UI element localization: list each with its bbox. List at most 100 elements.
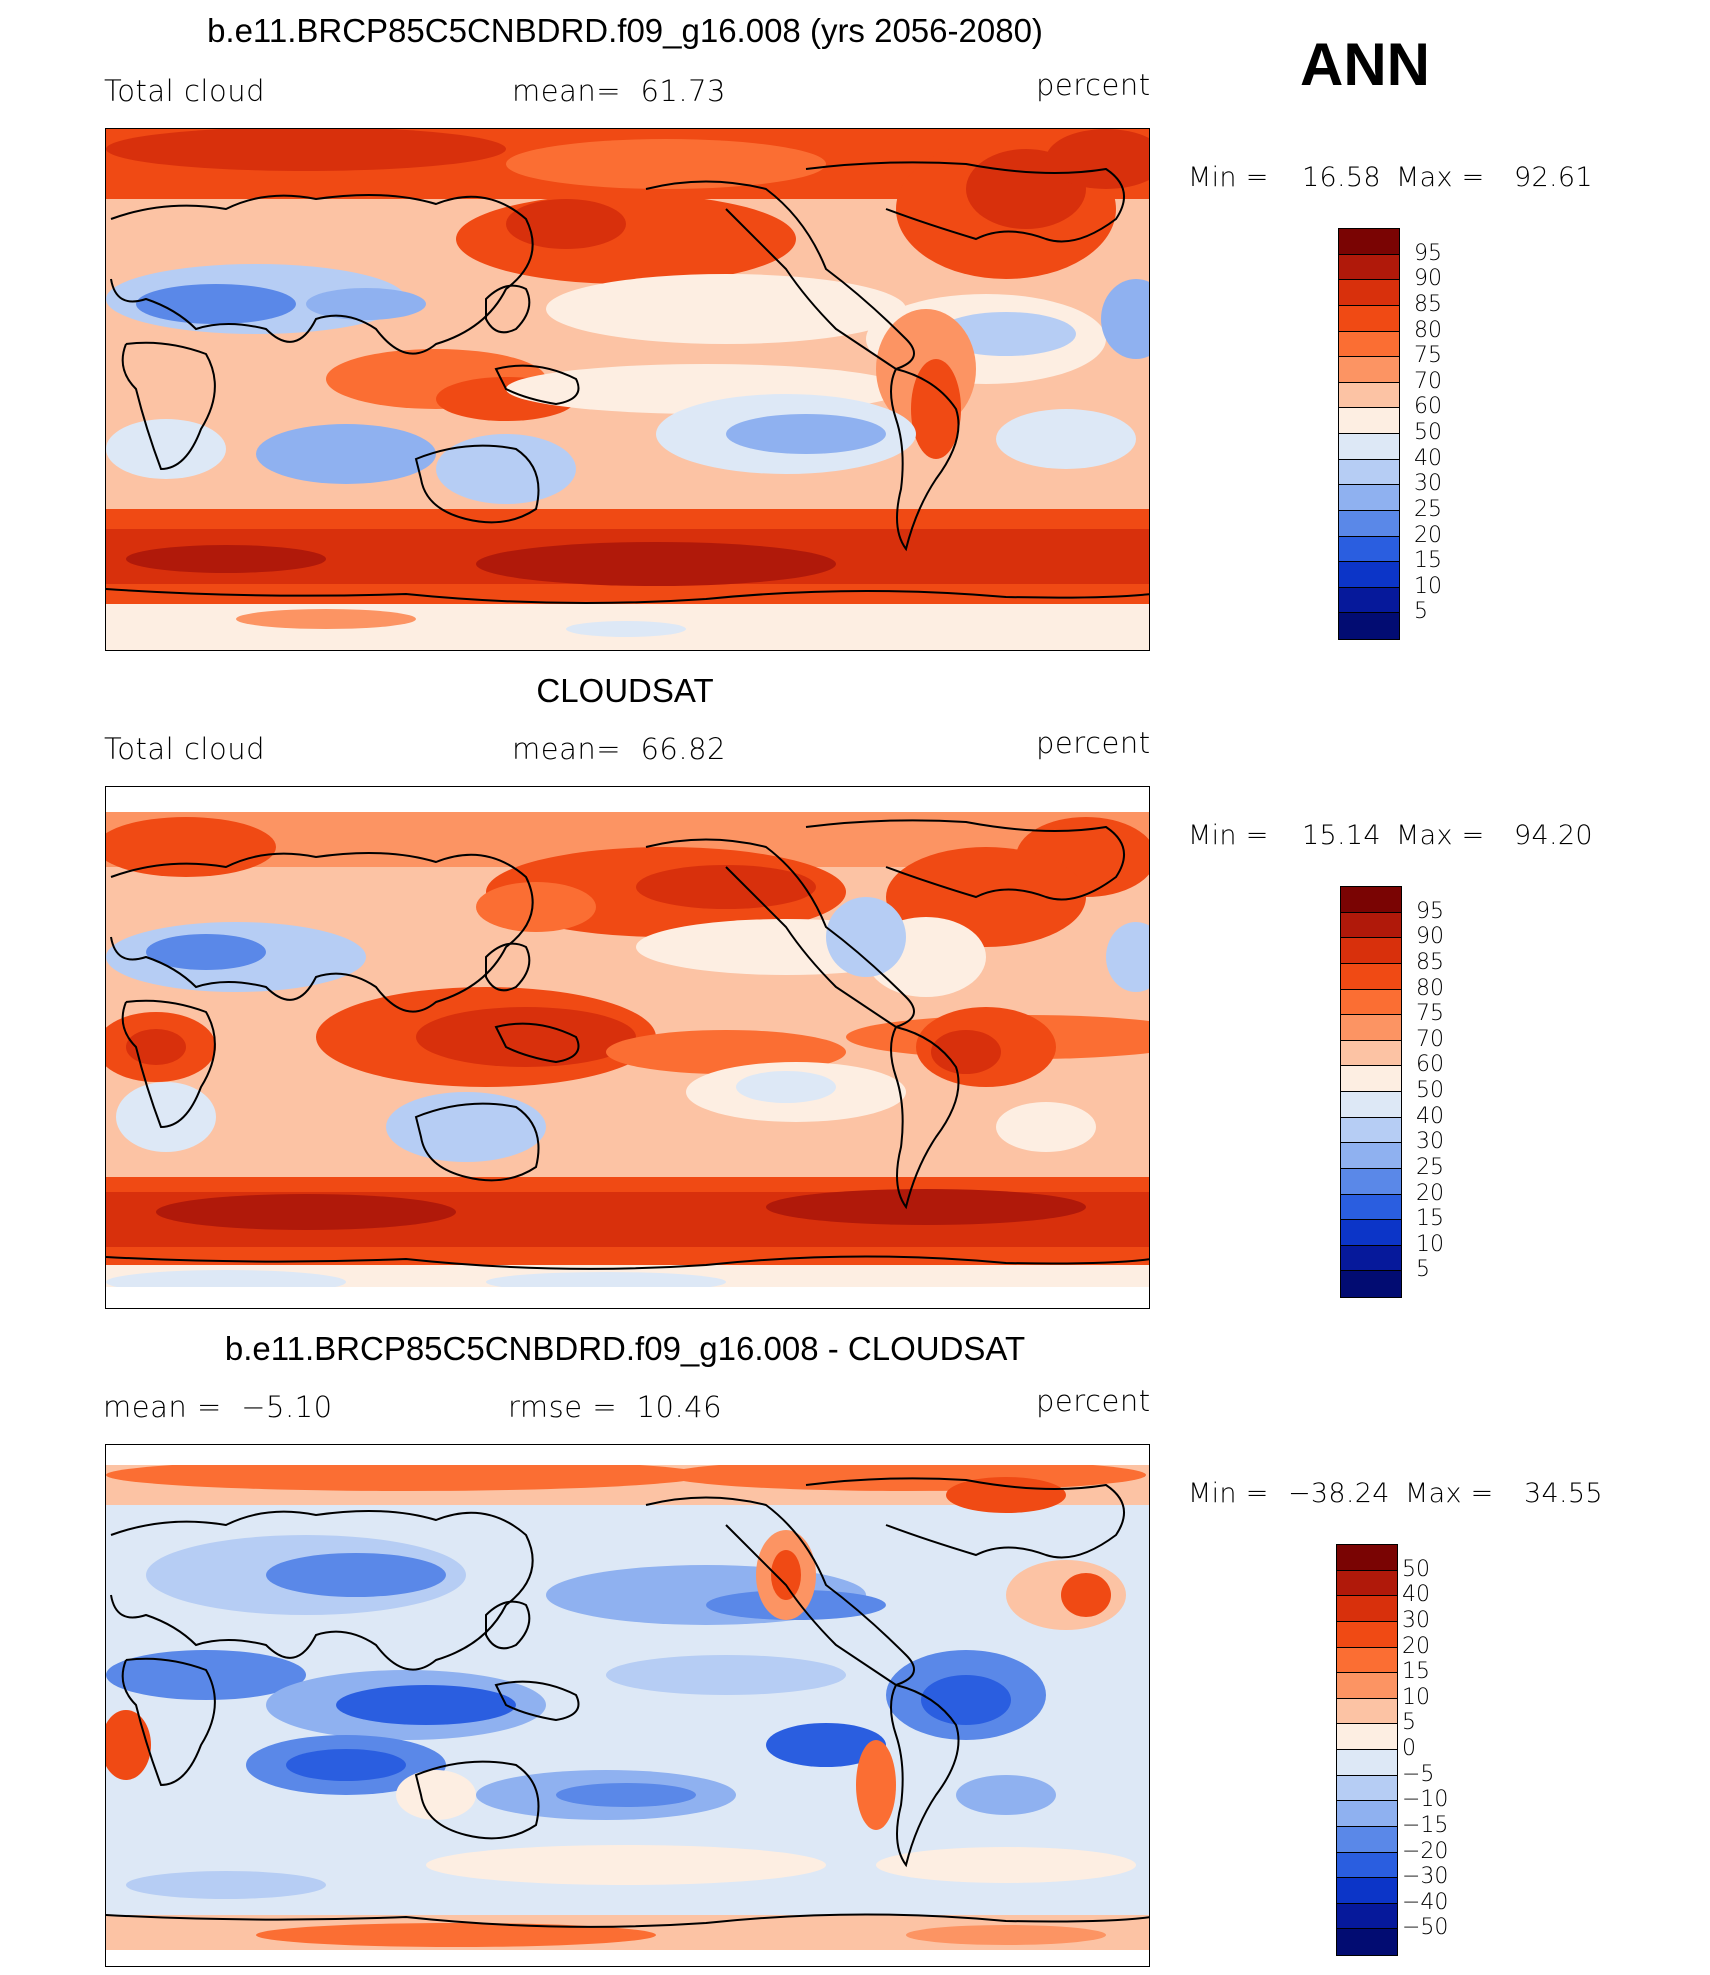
panel1-contour-field — [106, 129, 1149, 650]
colorbar-swatch — [1337, 1775, 1397, 1802]
colorbar-swatch — [1341, 938, 1401, 964]
colorbar-swatch — [1337, 1596, 1397, 1622]
colorbar-tick-label: −15 — [1402, 1812, 1449, 1838]
panel3-min-value: −38.24 — [1288, 1478, 1390, 1509]
panel2-variable-label: Total cloud — [104, 732, 265, 766]
colorbar-swatch — [1337, 1801, 1397, 1827]
colorbar-tick-label: 40 — [1414, 445, 1442, 471]
panel1-min-label: Min = — [1188, 162, 1269, 193]
colorbar-swatch — [1341, 1040, 1401, 1067]
colorbar-swatch — [1337, 1724, 1397, 1750]
panel3-min-label: Min = — [1188, 1478, 1269, 1509]
colorbar-tick-label: −5 — [1402, 1761, 1435, 1787]
colorbar-swatch — [1337, 1647, 1397, 1674]
colorbar-tick-label: 60 — [1414, 394, 1442, 420]
colorbar-tick-label: −40 — [1402, 1889, 1449, 1915]
colorbar-tick-label: 30 — [1416, 1129, 1444, 1155]
panel3-rmse-label: rmse = 10.46 — [508, 1390, 723, 1424]
panel2-colorbar — [1340, 886, 1402, 1298]
colorbar-swatch — [1339, 459, 1399, 486]
panel3-mean-label: mean = −5.10 — [103, 1390, 333, 1424]
panel3-contour-field — [106, 1445, 1149, 1966]
colorbar-tick-label: 15 — [1402, 1659, 1430, 1685]
panel1-colorbar-labels: 95 90 85 80 75 70 60 50 40 30 25 20 15 10 5 — [1414, 228, 1494, 640]
panel2-mean-label: mean= 66.82 — [512, 732, 726, 766]
panel1-max-label: Max = — [1396, 162, 1485, 193]
colorbar-swatch — [1341, 963, 1401, 990]
colorbar-swatch — [1339, 434, 1399, 460]
colorbar-swatch — [1337, 1545, 1397, 1571]
colorbar-swatch — [1339, 485, 1399, 511]
colorbar-swatch — [1337, 1673, 1397, 1699]
colorbar-tick-label: 5 — [1416, 1257, 1430, 1283]
colorbar-swatch — [1337, 1570, 1397, 1597]
colorbar-swatch — [1339, 280, 1399, 306]
panel1-variable-label: Total cloud — [104, 74, 265, 108]
panel3-max-label: Max = — [1405, 1478, 1494, 1509]
colorbar-tick-label: −30 — [1402, 1864, 1449, 1890]
colorbar-tick-label: 80 — [1416, 975, 1444, 1001]
panel1-max-value: 92.61 — [1514, 162, 1593, 193]
colorbar-tick-label: 70 — [1416, 1026, 1444, 1052]
panel2-min-label: Min = — [1188, 820, 1269, 851]
panel2-title: CLOUDSAT — [536, 672, 714, 709]
colorbar-swatch — [1341, 989, 1401, 1016]
colorbar-tick-label: 85 — [1414, 291, 1442, 317]
colorbar-swatch — [1339, 510, 1399, 537]
colorbar-swatch — [1341, 1117, 1401, 1144]
colorbar-swatch — [1339, 357, 1399, 383]
colorbar-swatch — [1337, 1698, 1397, 1725]
colorbar-tick-label: 80 — [1414, 317, 1442, 343]
colorbar-swatch — [1337, 1621, 1397, 1648]
panel2-max-value: 94.20 — [1514, 820, 1593, 851]
colorbar-tick-label: 50 — [1402, 1556, 1430, 1582]
colorbar-swatch — [1341, 1271, 1401, 1297]
panel2-units-label: percent — [1036, 726, 1151, 760]
colorbar-swatch — [1339, 408, 1399, 434]
colorbar-swatch — [1337, 1878, 1397, 1904]
panel2-min-value: 15.14 — [1302, 820, 1381, 851]
panel1-map — [105, 128, 1150, 651]
colorbar-swatch — [1339, 229, 1399, 255]
colorbar-tick-label: 75 — [1416, 1001, 1444, 1027]
colorbar-swatch — [1339, 562, 1399, 588]
colorbar-swatch — [1341, 1066, 1401, 1092]
season-label: ANN — [1300, 31, 1430, 98]
colorbar-tick-label: 15 — [1416, 1206, 1444, 1232]
colorbar-tick-label: 30 — [1414, 471, 1442, 497]
panel2-contour-field — [106, 787, 1149, 1308]
colorbar-swatch — [1341, 1092, 1401, 1118]
colorbar-tick-label: 90 — [1416, 924, 1444, 950]
colorbar-swatch — [1337, 1826, 1397, 1853]
panel2-max-label: Max = — [1396, 820, 1485, 851]
panel1-title: b.e11.BRCP85C5CNBDRD.f09_g16.008 (yrs 20… — [207, 12, 1043, 49]
colorbar-tick-label: 10 — [1402, 1684, 1430, 1710]
colorbar-tick-label: 20 — [1416, 1180, 1444, 1206]
colorbar-swatch — [1339, 613, 1399, 639]
colorbar-swatch — [1337, 1903, 1397, 1930]
colorbar-swatch — [1339, 587, 1399, 614]
panel2-colorbar-labels: 95 90 85 80 75 70 60 50 40 30 25 20 15 10 5 — [1416, 886, 1496, 1298]
colorbar-swatch — [1341, 1015, 1401, 1041]
panel1-colorbar — [1338, 228, 1400, 640]
colorbar-swatch — [1341, 912, 1401, 939]
colorbar-tick-label: 40 — [1416, 1103, 1444, 1129]
colorbar-swatch — [1337, 1750, 1397, 1776]
colorbar-tick-label: 95 — [1414, 240, 1442, 266]
colorbar-tick-label: 40 — [1402, 1582, 1430, 1608]
colorbar-tick-label: 95 — [1416, 898, 1444, 924]
colorbar-swatch — [1339, 331, 1399, 358]
panel1-mean-label: mean= 61.73 — [512, 74, 726, 108]
colorbar-tick-label: −20 — [1402, 1838, 1449, 1864]
panel3-max-value: 34.55 — [1524, 1478, 1603, 1509]
colorbar-tick-label: 25 — [1414, 496, 1442, 522]
colorbar-tick-label: 50 — [1416, 1078, 1444, 1103]
colorbar-swatch — [1341, 887, 1401, 913]
panel3-map — [105, 1444, 1150, 1967]
panel3-colorbar-labels: 50 40 30 20 15 10 5 0 −5 −10 −15 −20 −30 −40 −50 — [1402, 1544, 1492, 1956]
colorbar-swatch — [1341, 1143, 1401, 1169]
panel3-units-label: percent — [1036, 1384, 1151, 1418]
colorbar-swatch — [1339, 305, 1399, 332]
colorbar-tick-label: 70 — [1414, 368, 1442, 394]
colorbar-tick-label: 90 — [1414, 266, 1442, 292]
